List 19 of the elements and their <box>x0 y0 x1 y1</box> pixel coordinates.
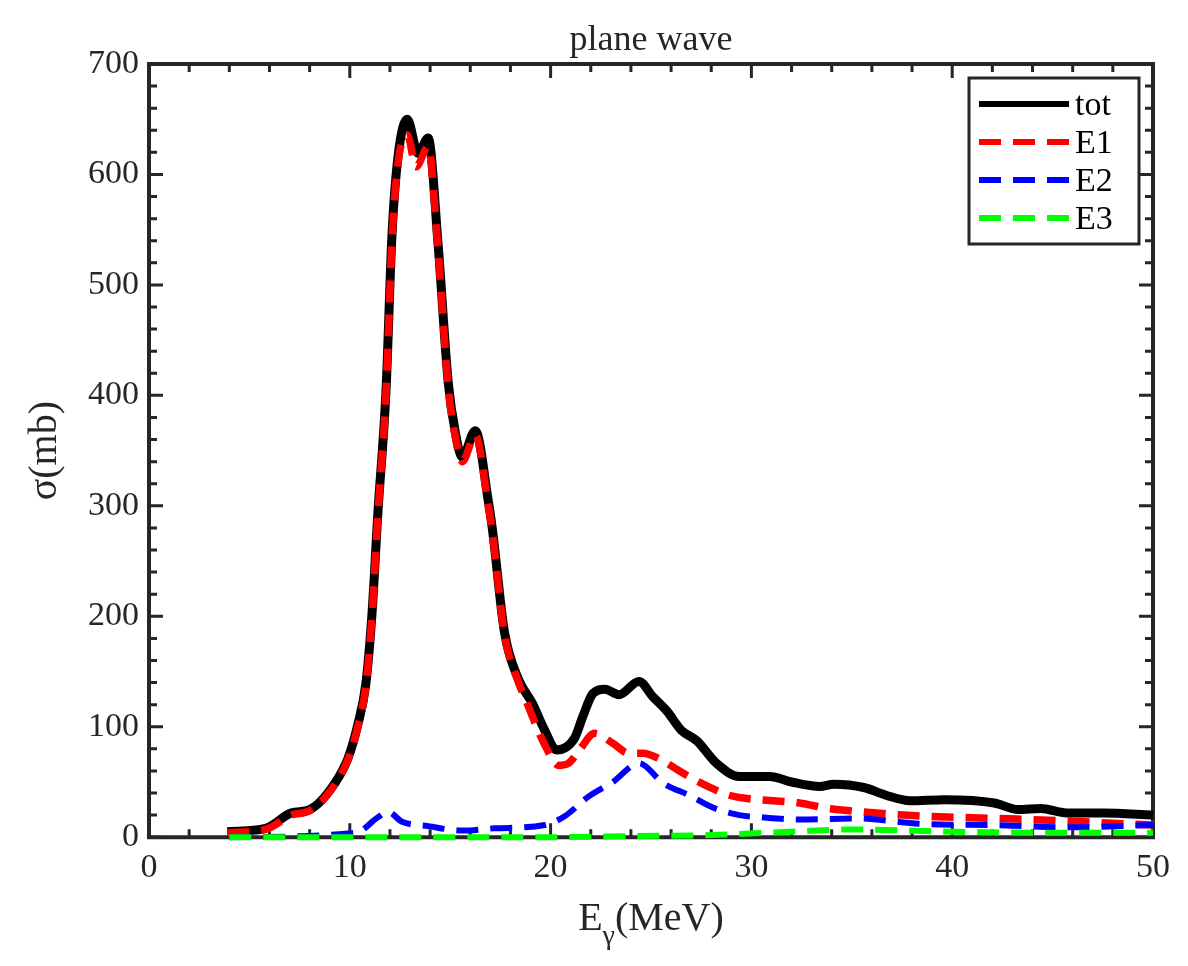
y-tick-label: 300 <box>88 484 139 522</box>
y-tick-label: 200 <box>88 595 139 633</box>
x-tick-label: 30 <box>734 846 769 884</box>
legend-label: tot <box>1075 84 1112 122</box>
legend-label: E1 <box>1075 122 1113 160</box>
x-tick-label: 40 <box>935 846 970 884</box>
y-tick-label: 500 <box>88 263 139 301</box>
legend-label: E2 <box>1075 160 1113 198</box>
chart-title: plane wave <box>569 18 733 58</box>
x-tick-label: 50 <box>1136 846 1170 884</box>
y-tick-label: 0 <box>122 816 139 854</box>
y-tick-label: 700 <box>88 42 139 80</box>
x-tick-label: 10 <box>332 846 367 884</box>
x-tick-label: 20 <box>533 846 568 884</box>
y-tick-label: 400 <box>88 374 139 412</box>
y-tick-label: 100 <box>88 705 139 743</box>
legend-label: E3 <box>1075 198 1113 236</box>
y-axis-title: σ(mb) <box>20 400 65 501</box>
y-tick-label: 600 <box>88 153 139 191</box>
